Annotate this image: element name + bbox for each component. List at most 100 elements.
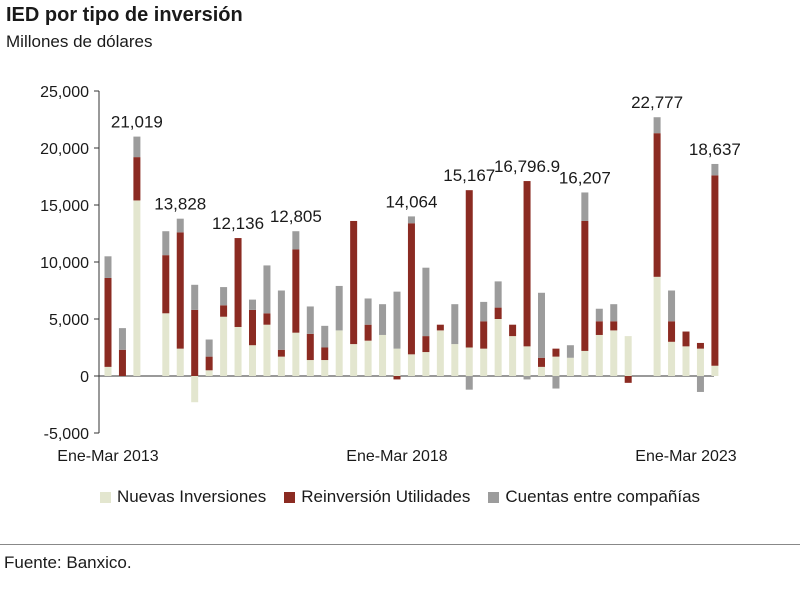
data-label: 16,207 xyxy=(559,169,611,188)
bar-segment-reinversion xyxy=(480,321,488,349)
bar-segment-reinversion xyxy=(162,255,170,314)
page-subtitle: Millones de dólares xyxy=(6,32,153,51)
bar-segment-cuentas xyxy=(407,216,415,224)
bar-segment-nuevas xyxy=(176,348,184,376)
bar-segment-nuevas xyxy=(566,357,574,376)
bar-segment-cuentas xyxy=(191,284,199,310)
bar-segment-reinversion xyxy=(653,133,661,277)
bar-segment-nuevas xyxy=(335,330,343,376)
bar-segment-reinversion xyxy=(249,309,256,346)
bar-segment-reinversion xyxy=(104,277,112,367)
bar-segment-cuentas xyxy=(422,267,430,337)
bar-segment-nuevas xyxy=(682,346,690,376)
bar-segment-reinversion xyxy=(205,356,213,371)
bar-segment-reinversion xyxy=(494,307,502,319)
legend-item-reinversion: Reinversión Utilidades xyxy=(284,487,470,507)
bar-segment-nuevas xyxy=(552,356,560,376)
bar-segment-reinversion xyxy=(610,321,618,331)
data-label: 12,805 xyxy=(270,207,322,226)
bar-segment-reinversion xyxy=(509,324,517,337)
page-title: IED por tipo de inversión xyxy=(6,4,243,26)
bar-segment-nuevas xyxy=(422,352,430,376)
bar-segment-cuentas xyxy=(176,218,184,233)
bar-segment-cuentas xyxy=(566,345,574,358)
data-label: 12,136 xyxy=(212,214,264,233)
y-tick-label: 15,000 xyxy=(40,198,89,215)
bar-segment-cuentas xyxy=(653,117,661,134)
y-tick-label: 0 xyxy=(80,369,89,386)
bar-segment-cuentas xyxy=(321,325,329,348)
bar-segment-nuevas xyxy=(523,346,531,376)
data-label: 16,796.9 xyxy=(494,157,560,176)
bar-segment-reinversion xyxy=(234,238,242,327)
bar-segment-cuentas xyxy=(393,291,401,349)
bar-segment-nuevas xyxy=(393,348,401,376)
bar-segment-cuentas xyxy=(595,308,603,322)
y-tick-label: 10,000 xyxy=(40,255,89,272)
source-note: Fuente: Banxico. xyxy=(4,553,132,572)
data-label: 15,167 xyxy=(443,166,495,185)
bar-segment-cuentas xyxy=(668,290,676,322)
bar-segment-reinversion xyxy=(552,348,560,357)
bar-segment-nuevas xyxy=(104,366,112,376)
bar-segment-reinversion xyxy=(350,220,358,345)
bar-segment-cuentas xyxy=(581,192,589,221)
bar-segment-reinversion xyxy=(364,324,372,341)
bar-segment-nuevas xyxy=(205,370,213,376)
bar-segment-nuevas xyxy=(364,340,372,376)
bar-segment-reinversion xyxy=(465,190,473,348)
legend-item-cuentas: Cuentas entre compañías xyxy=(488,487,700,507)
bar-segment-reinversion xyxy=(277,349,285,357)
bar-segment-reinversion xyxy=(176,232,184,349)
footer-divider xyxy=(0,544,800,545)
bar-segment-nuevas xyxy=(407,354,415,376)
bar-segment-nuevas xyxy=(191,376,199,403)
bar-segment-reinversion xyxy=(263,313,271,325)
bar-segment-reinversion xyxy=(581,220,589,351)
bar-segment-reinversion xyxy=(436,324,444,331)
data-label: 14,064 xyxy=(385,192,437,211)
bar-segment-cuentas xyxy=(610,304,618,322)
bar-segment-nuevas xyxy=(696,348,704,376)
bar-segment-reinversion xyxy=(133,157,141,201)
bar-segment-reinversion xyxy=(624,376,632,383)
bar-segment-nuevas xyxy=(465,347,473,376)
bar-segment-nuevas xyxy=(581,350,589,376)
bar-segment-cuentas xyxy=(162,231,170,256)
bar-segment-cuentas xyxy=(292,231,300,250)
bar-segment-nuevas xyxy=(538,366,545,376)
bar-segment-nuevas xyxy=(451,344,459,376)
data-label: 18,637 xyxy=(689,140,741,159)
bar-segment-cuentas xyxy=(364,298,372,325)
y-tick-label: 5,000 xyxy=(49,312,89,329)
bar-segment-nuevas xyxy=(220,316,228,376)
bar-segment-reinversion xyxy=(407,223,415,355)
data-label: 13,828 xyxy=(154,195,206,214)
bar-segment-reinversion xyxy=(696,342,704,349)
bar-segment-nuevas xyxy=(249,345,256,376)
bar-segment-reinversion xyxy=(595,321,603,335)
bar-segment-reinversion xyxy=(321,347,329,361)
y-tick-label: 25,000 xyxy=(40,84,89,101)
bar-segment-nuevas xyxy=(610,330,618,376)
bar-segment-cuentas xyxy=(538,292,545,358)
bar-segment-cuentas xyxy=(335,285,343,331)
bar-segment-reinversion xyxy=(668,321,676,342)
bar-segment-cuentas xyxy=(133,136,141,158)
bar-segment-cuentas xyxy=(480,301,488,322)
bar-segment-cuentas xyxy=(104,256,112,278)
bar-segment-reinversion xyxy=(682,331,690,347)
legend-swatch-reinversion xyxy=(284,491,296,503)
bar-segment-reinversion xyxy=(422,336,430,353)
bar-segment-nuevas xyxy=(480,348,488,376)
bar-segment-nuevas xyxy=(509,336,517,376)
y-tick-label: -5,000 xyxy=(44,426,89,443)
y-tick-label: 20,000 xyxy=(40,141,89,158)
x-tick-label: Ene-Mar 2013 xyxy=(57,448,158,465)
bar-segment-nuevas xyxy=(494,319,502,376)
bar-segment-cuentas xyxy=(277,290,285,350)
bar-segment-cuentas xyxy=(263,265,271,314)
bar-segment-nuevas xyxy=(321,360,329,376)
bar-segment-nuevas xyxy=(668,341,676,376)
bar-segment-nuevas xyxy=(653,276,661,376)
